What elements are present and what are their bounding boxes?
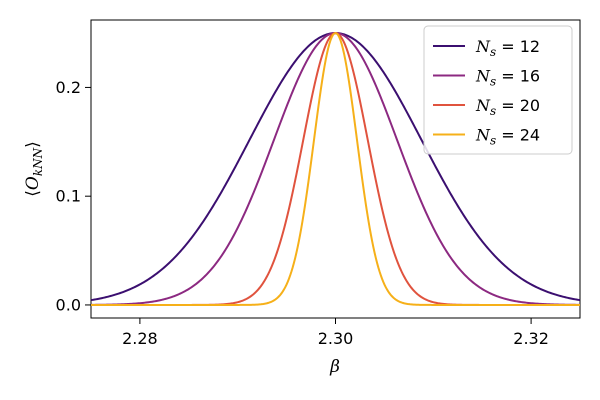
legend-label-ns-16: Ns = 16 [475,67,540,89]
y-tick-label: 0.0 [56,295,81,314]
legend-entries: Ns = 12 Ns = 16 Ns = 20 Ns = 24 [433,37,540,148]
y-axis-label: ⟨OkNN⟩ [23,141,45,197]
x-ticks: 2.28 2.30 2.32 [122,318,549,348]
y-axis-label-text: ⟨OkNN⟩ [23,141,45,197]
y-tick-label: 0.2 [56,78,81,97]
x-tick-label: 2.30 [318,329,354,348]
y-tick-label: 0.1 [56,187,81,206]
x-tick-label: 2.32 [513,329,549,348]
x-axis-label: β [329,357,340,377]
y-ticks: 0.0 0.1 0.2 [56,78,91,314]
legend-box [423,25,573,155]
legend-label-ns-24: Ns = 24 [475,126,540,148]
x-tick-label: 2.28 [122,329,158,348]
legend-label-ns-12: Ns = 12 [475,37,540,59]
series-line-ns-24 [91,31,580,306]
legend: Ns = 12 Ns = 16 Ns = 20 Ns = 24 [423,25,573,155]
series-lines [90,31,581,306]
legend-label-ns-20: Ns = 20 [475,96,540,118]
